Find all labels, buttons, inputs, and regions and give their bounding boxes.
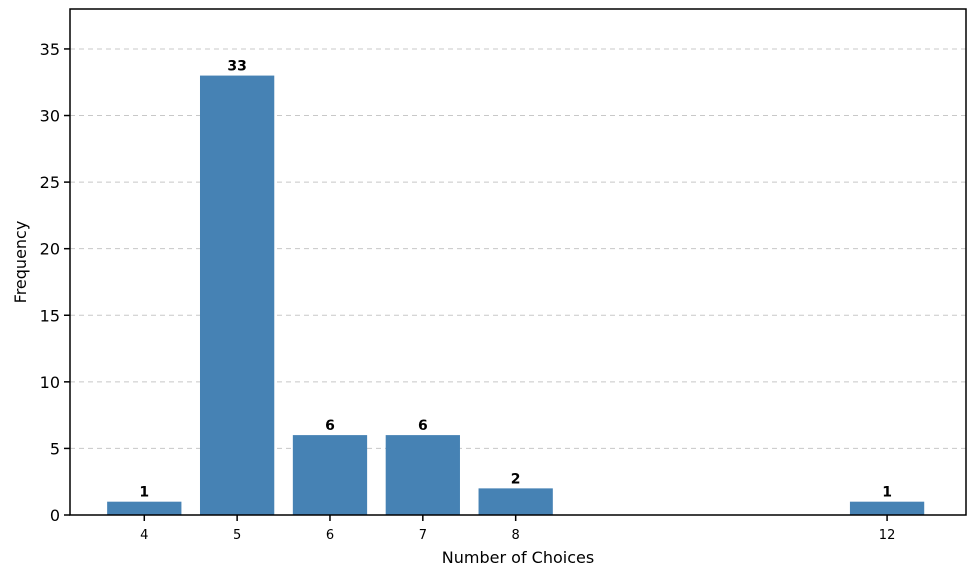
- bar-value-label: 1: [882, 485, 892, 501]
- y-tick-label: 0: [50, 506, 60, 525]
- x-tick-label: 5: [233, 528, 241, 543]
- bar: [107, 501, 182, 515]
- bar: [199, 75, 275, 515]
- y-tick-label: 25: [40, 173, 60, 192]
- bar: [849, 501, 925, 515]
- x-tick-label: 8: [512, 528, 520, 543]
- y-tick-label: 10: [40, 373, 60, 392]
- y-tick-label: 35: [40, 40, 60, 59]
- x-axis-title: Number of Choices: [442, 548, 594, 567]
- y-tick-label: 15: [40, 306, 60, 325]
- y-tick-label: 30: [40, 107, 60, 126]
- bar-value-label: 2: [511, 471, 521, 487]
- x-tick-label: 4: [140, 528, 148, 543]
- bar-value-label: 1: [139, 485, 149, 501]
- x-tick-label: 6: [326, 528, 334, 543]
- y-tick-label: 20: [40, 240, 60, 259]
- x-tick-label: 12: [879, 528, 896, 543]
- bar: [385, 435, 460, 515]
- bar-value-label: 33: [227, 59, 246, 75]
- plot-frame: [69, 8, 967, 516]
- bar: [292, 435, 368, 515]
- bars-layer: [107, 75, 925, 515]
- bar-value-label: 6: [418, 418, 428, 434]
- x-tick-label: 7: [419, 528, 427, 543]
- y-tick-label: 5: [50, 439, 60, 458]
- bar-value-label: 6: [325, 418, 335, 434]
- y-axis-title: Frequency: [11, 221, 30, 304]
- bar: [478, 488, 553, 515]
- data-labels-layer: 1 33 6 6 2 1: [139, 59, 892, 501]
